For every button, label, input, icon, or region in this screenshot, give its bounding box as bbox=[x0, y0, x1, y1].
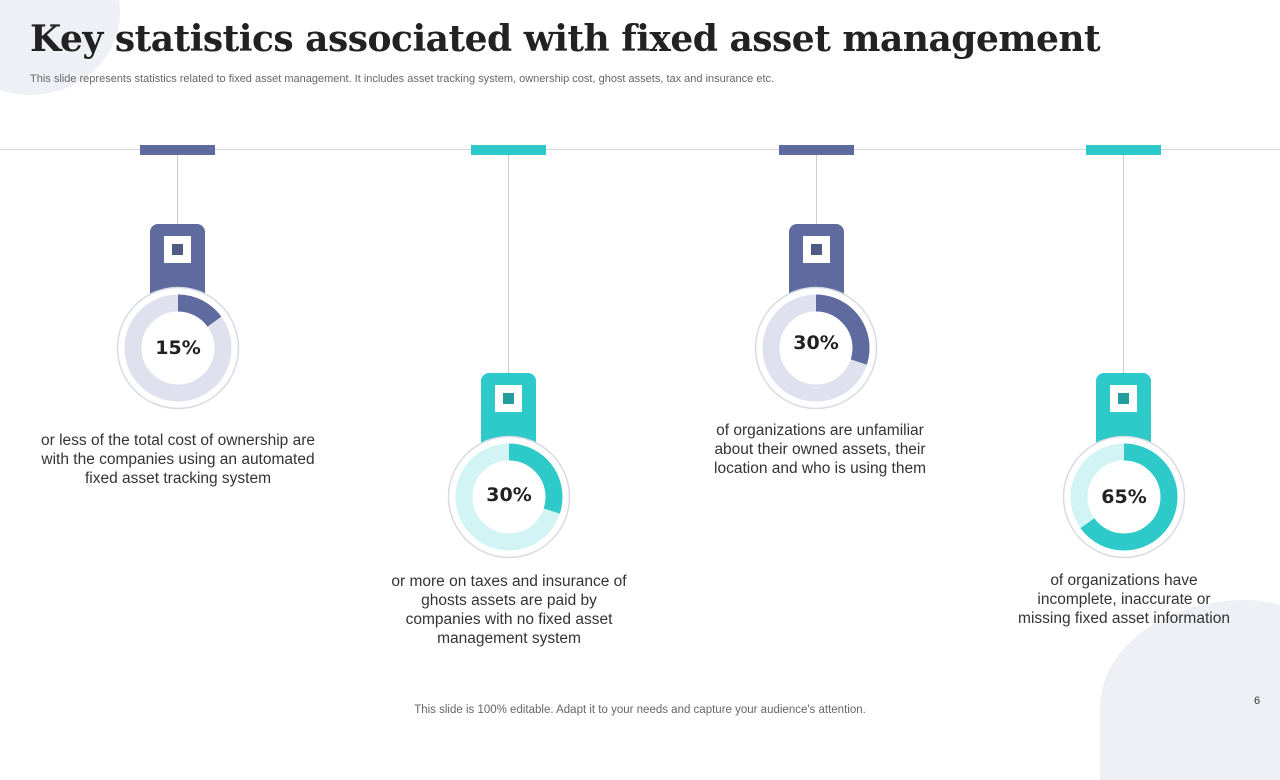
stat-3-donut: 30% bbox=[754, 286, 878, 410]
stat-3-description: of organizations are unfamiliar about th… bbox=[714, 422, 926, 477]
stat-3-cap bbox=[779, 145, 854, 155]
timeline-line bbox=[0, 149, 1280, 150]
stat-2-description: or more on taxes and insurance of ghosts… bbox=[391, 573, 627, 647]
stat-4-description: of organizations have incomplete, inaccu… bbox=[1018, 572, 1230, 627]
stat-3-connector bbox=[816, 155, 817, 225]
stat-4-donut: 65% bbox=[1062, 435, 1186, 559]
stat-3-value: 30% bbox=[793, 332, 839, 354]
page-number: 6 bbox=[1254, 695, 1261, 707]
stat-1-cap bbox=[140, 145, 215, 155]
page-subtitle: This slide represents statistics related… bbox=[30, 73, 775, 85]
stat-2-donut-arc bbox=[455, 443, 563, 551]
stat-2-connector bbox=[508, 155, 509, 375]
stat-2-donut: 30% bbox=[447, 435, 571, 559]
stat-4-cap bbox=[1086, 145, 1161, 155]
stat-1-value: 15% bbox=[155, 337, 201, 359]
stat-2-cap bbox=[471, 145, 546, 155]
stat-4-donut-arc bbox=[1070, 443, 1178, 551]
page-title: Key statistics associated with fixed ass… bbox=[30, 18, 1101, 60]
stat-3-donut-arc bbox=[762, 294, 870, 402]
stat-4-connector bbox=[1123, 155, 1124, 375]
stat-1-donut: 15% bbox=[116, 286, 240, 410]
stat-4-value: 65% bbox=[1101, 486, 1147, 508]
stat-1-donut-arc bbox=[124, 294, 232, 402]
stat-2-value: 30% bbox=[486, 484, 532, 506]
stat-1-connector bbox=[177, 155, 178, 225]
footer-note: This slide is 100% editable. Adapt it to… bbox=[414, 704, 866, 716]
stat-1-description: or less of the total cost of ownership a… bbox=[41, 432, 315, 487]
